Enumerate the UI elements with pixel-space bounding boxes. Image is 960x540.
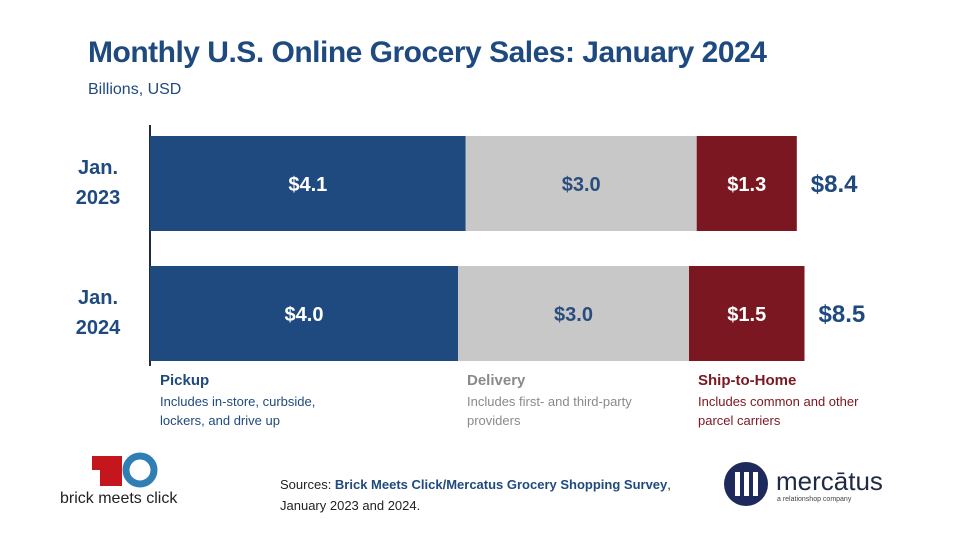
legend-item: Ship-to-Home Includes common and other pa… xyxy=(698,372,873,430)
logo-text: brick meets click xyxy=(60,490,178,507)
logo-tagline: a relationshop company xyxy=(777,496,852,503)
y-tick-label: Jan. 2024 xyxy=(75,286,121,339)
value-label: $3.0 xyxy=(562,174,601,196)
bar-segment xyxy=(458,266,689,361)
legend-name: Pickup xyxy=(160,372,210,389)
bar-segment xyxy=(696,136,797,231)
legend-item: Pickup Includes in-store, curbside, locke… xyxy=(160,372,335,430)
sources: Sources: Brick Meets Click/Mercatus Groc… xyxy=(280,474,680,516)
value-label: $4.0 xyxy=(285,304,324,326)
legend-name: Ship-to-Home xyxy=(698,372,797,389)
bmc-logo-mark xyxy=(92,452,158,488)
value-label: $4.1 xyxy=(288,174,327,196)
legend-description: Includes common and other parcel carrier… xyxy=(698,394,859,428)
mercatus-logo-mark xyxy=(724,462,768,506)
y-tick-label: Jan. 2023 xyxy=(75,156,121,209)
value-label: $1.5 xyxy=(727,304,766,326)
bar-segment xyxy=(689,266,805,361)
sources-suffix: , January 2023 and 2024. xyxy=(280,477,671,513)
chart-title: Monthly U.S. Online Grocery Sales: Janua… xyxy=(88,36,767,69)
legend-description: Includes in-store, curbside, lockers, an… xyxy=(160,394,316,428)
value-label: $1.3 xyxy=(727,174,766,196)
chart-subtitle: Billions, USD xyxy=(88,81,182,98)
bar-segment xyxy=(465,136,697,231)
legend-item: Delivery Includes first- and third-party … xyxy=(467,372,642,430)
value-label: $3.0 xyxy=(554,304,593,326)
total-label: $8.4 xyxy=(811,171,858,198)
logo-text: mercātus xyxy=(776,466,883,496)
bar-segment xyxy=(150,136,466,231)
legend-description: Includes first- and third-party provider… xyxy=(467,394,632,428)
total-label: $8.5 xyxy=(819,301,866,328)
bar-segment xyxy=(150,266,458,361)
sources-prefix: Sources: xyxy=(280,477,335,492)
sources-name: Brick Meets Click/Mercatus Grocery Shopp… xyxy=(334,477,668,492)
legend-name: Delivery xyxy=(467,372,526,389)
